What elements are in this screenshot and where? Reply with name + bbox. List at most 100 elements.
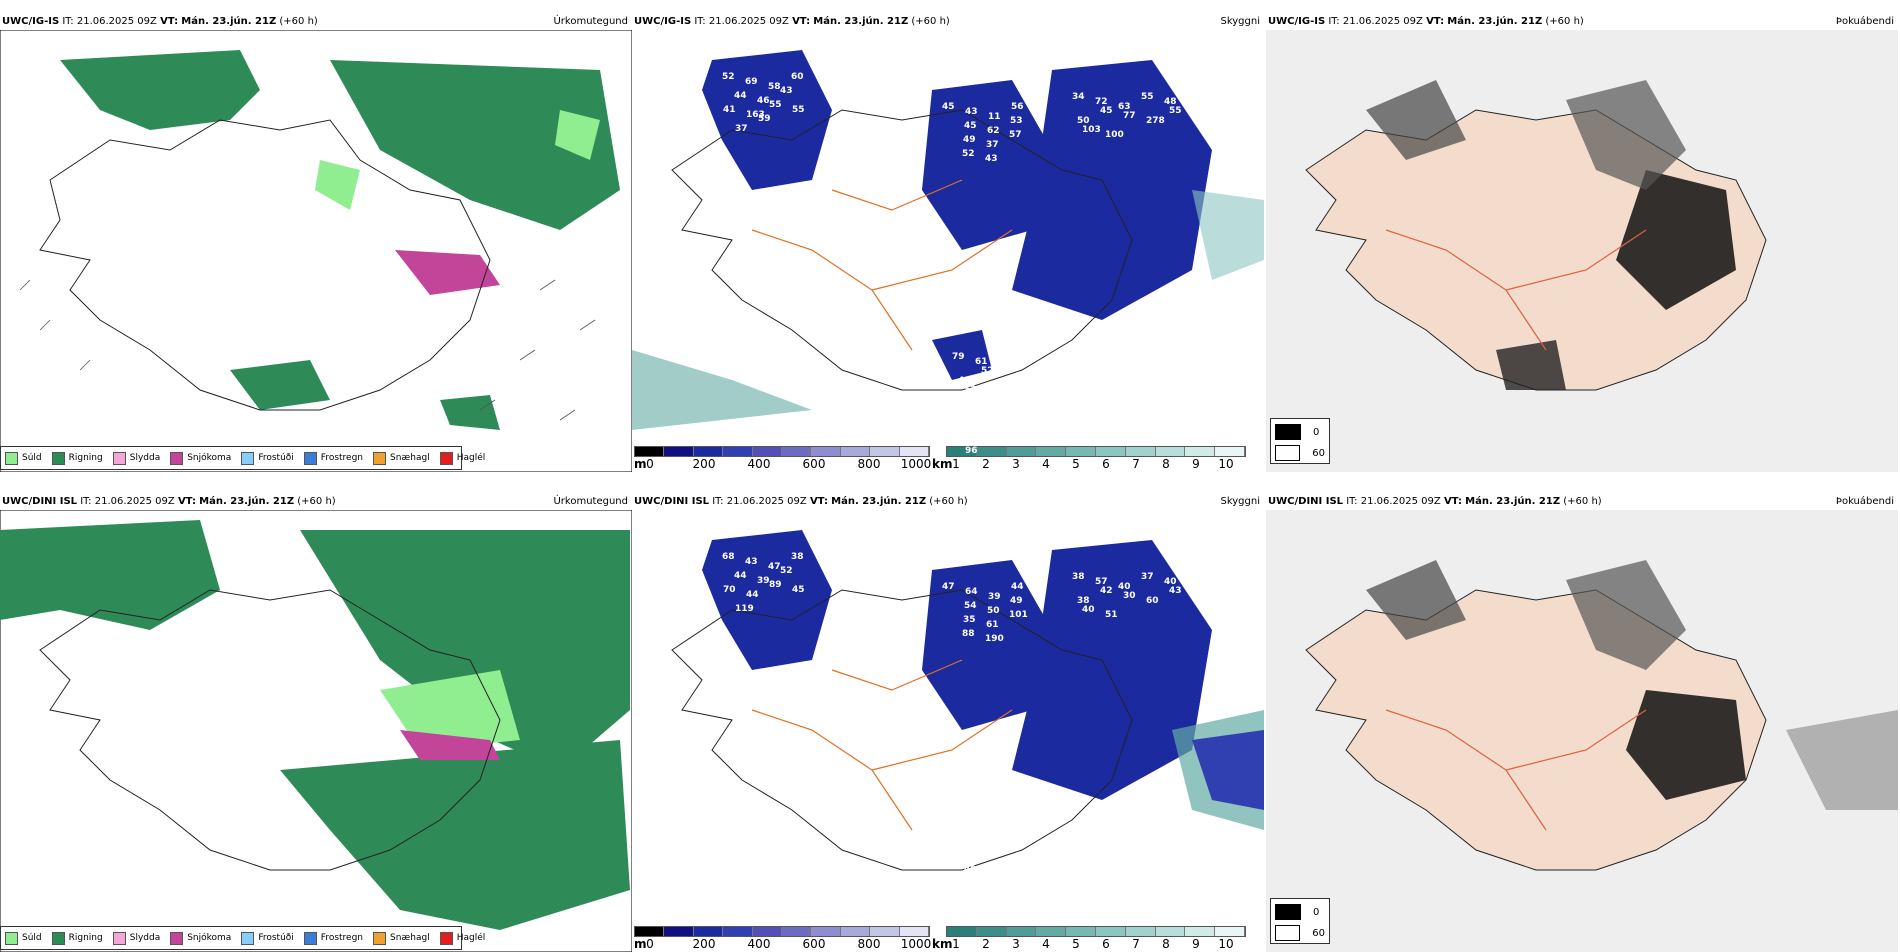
panel-header: UWC/DINI ISL IT: 21.06.2025 09Z VT: Mán.… [632,492,1264,512]
tick-label: 6 [1102,937,1110,951]
model-name: UWC/DINI ISL [1268,496,1344,507]
visibility-value: 68 [722,552,735,562]
visibility-value: 45 [942,102,955,112]
visibility-value: 55 [1169,106,1182,116]
model-name: UWC/DINI ISL [634,496,710,507]
panel-header: UWC/IG-IS IT: 21.06.2025 09Z VT: Mán. 23… [1266,12,1898,32]
init-time: 21.06.2025 09Z [94,496,175,507]
visibility-value: 72 [1095,97,1108,107]
legend-item: Slydda [112,931,160,945]
visibility-value: 53 [976,898,989,908]
visibility-value: 101 [1009,610,1028,620]
panel-title: Úrkomutegund [553,16,628,27]
visibility-value: 49 [958,376,971,386]
vt-label: VT: [1426,16,1445,27]
tick-label: 2 [982,937,990,951]
visibility-value: 54 [953,893,966,903]
visibility-value: 34 [1072,92,1085,102]
precip-map[interactable] [0,30,632,472]
tick-label: 600 [802,457,826,471]
tick-label: 9 [1192,937,1200,951]
init-time: 21.06.2025 09Z [76,16,157,27]
tick-label: 200 [692,937,716,951]
unit-label: m [634,937,647,951]
visibility-value: 49 [970,394,983,404]
fog-map[interactable] [1266,510,1898,952]
tick-label: 800 [857,457,881,471]
visibility-value: 54 [964,601,977,611]
visibility-value: 52 [975,837,988,847]
visibility-value: 79 [952,352,965,362]
unit-label: km [932,457,953,471]
visibility-value: 47 [987,870,1000,880]
legend-item: Snæhagl [373,931,430,945]
it-label: IT: [1328,16,1340,27]
visibility-value: 42 [1100,586,1113,596]
visibility-panel-top: UWC/IG-IS IT: 21.06.2025 09Z VT: Mán. 23… [632,12,1264,472]
fog-legend: 0 60 [1270,418,1330,464]
visibility-value: 84 [982,427,995,437]
visibility-value: 55 [769,100,782,110]
it-label: IT: [694,16,706,27]
unit-label: m [634,457,647,471]
visibility-value: 58 [768,82,781,92]
panel-title: Skyggni [1220,16,1260,27]
visibility-value: 53 [1010,116,1023,126]
visibility-value: 52 [964,385,977,395]
visibility-map[interactable] [632,510,1264,930]
visibility-value: 44 [1011,582,1024,592]
legend-value: 0 [1313,426,1320,438]
visibility-map[interactable] [632,30,1264,450]
visibility-value: 66 [981,846,994,856]
init-time: 21.06.2025 09Z [726,496,807,507]
tick-label: 3 [1012,457,1020,471]
visibility-m-colorbar: m 0 200 400 600 800 1000 [634,446,932,471]
tick-label: 5 [1072,937,1080,951]
visibility-value: 63 [1118,102,1131,112]
visibility-value: 190 [985,634,1004,644]
visibility-value: 49 [959,422,972,432]
visibility-value: 43 [1169,586,1182,596]
tick-label: 3 [1012,937,1020,951]
vt-label: VT: [177,496,196,507]
lead-time: (+60 h) [1563,496,1602,507]
precip-type-panel-bottom: UWC/DINI ISL IT: 21.06.2025 09Z VT: Mán.… [0,492,632,952]
valid-time: Mán. 23.jún. 21Z [1447,16,1543,27]
visibility-value: 45 [964,121,977,131]
it-label: IT: [62,16,74,27]
visibility-value: 88 [962,629,975,639]
vt-label: VT: [160,16,179,27]
legend-item: Snæhagl [373,451,430,465]
visibility-value: 51 [1105,610,1118,620]
visibility-value: 47 [942,582,955,592]
legend-item: Frostregn [303,451,363,465]
visibility-value: 100 [1105,130,1124,140]
visibility-value: 43 [985,154,998,164]
colorbar-swatches [946,446,1246,457]
precip-map[interactable] [0,510,632,952]
tick-label: 1000 [900,457,932,471]
visibility-value: 70 [723,585,736,595]
tick-label: 10 [1218,457,1234,471]
fog-map[interactable] [1266,30,1898,472]
visibility-value: 44 [734,91,747,101]
colorbar-swatches [634,446,930,457]
visibility-value: 43 [965,107,978,117]
panel-header: UWC/DINI ISL IT: 21.06.2025 09Z VT: Mán.… [1266,492,1898,512]
visibility-value: 60 [1146,596,1159,606]
visibility-value: 103 [1082,125,1101,135]
visibility-value: 38 [1077,596,1090,606]
it-label: IT: [1346,496,1358,507]
visibility-value: 11 [988,112,1001,122]
lead-time: (+60 h) [1545,16,1584,27]
visibility-value: 119 [735,604,754,614]
tick-label: 0 [646,457,654,471]
model-name: UWC/DINI ISL [2,496,78,507]
visibility-value: 44 [746,590,759,600]
legend-item: Snjókoma [170,931,231,945]
visibility-value: 49 [963,135,976,145]
panel-header: UWC/IG-IS IT: 21.06.2025 09Z VT: Mán. 23… [0,12,632,32]
lead-time: (+60 h) [297,496,336,507]
visibility-value: 68 [976,418,989,428]
visibility-value: 47 [768,562,781,572]
